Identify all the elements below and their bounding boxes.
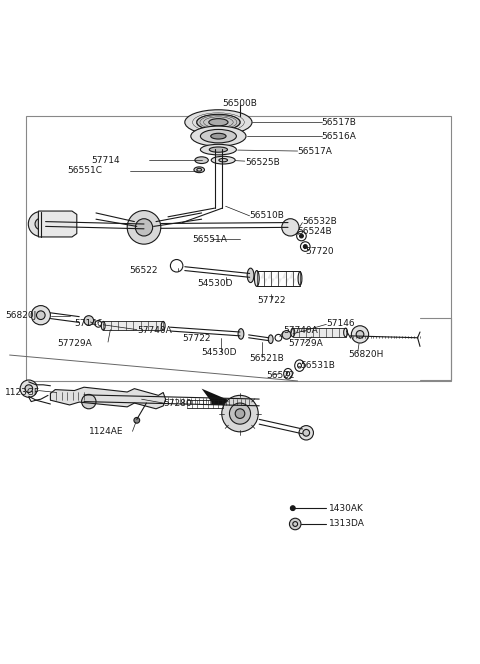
Circle shape (235, 409, 245, 418)
Circle shape (28, 212, 53, 236)
Text: 56551C: 56551C (67, 166, 102, 175)
Text: 56820J: 56820J (5, 311, 36, 320)
Polygon shape (202, 388, 240, 405)
Ellipse shape (194, 167, 204, 173)
Circle shape (289, 518, 301, 530)
Text: 56551A: 56551A (192, 235, 227, 244)
Text: 56820H: 56820H (348, 350, 384, 359)
Text: 56525B: 56525B (245, 157, 279, 167)
Circle shape (290, 506, 295, 511)
Ellipse shape (101, 321, 105, 330)
Text: 1124AE: 1124AE (89, 427, 123, 436)
Text: 57722: 57722 (182, 334, 211, 343)
Circle shape (282, 331, 291, 339)
Ellipse shape (209, 147, 228, 152)
Text: 56522: 56522 (266, 371, 295, 380)
Text: 57146: 57146 (74, 319, 103, 328)
Ellipse shape (201, 144, 236, 155)
Circle shape (35, 218, 47, 230)
Text: 57729A: 57729A (288, 339, 323, 349)
Text: 56517A: 56517A (298, 147, 333, 155)
Text: 56531B: 56531B (300, 361, 335, 370)
Circle shape (300, 234, 303, 238)
Circle shape (84, 315, 94, 325)
Text: 56521B: 56521B (250, 354, 284, 363)
Ellipse shape (238, 329, 244, 339)
Ellipse shape (197, 114, 240, 130)
Circle shape (303, 430, 310, 436)
Ellipse shape (254, 270, 259, 286)
Text: 56500B: 56500B (223, 98, 257, 108)
Text: 1430AK: 1430AK (329, 504, 364, 513)
Circle shape (282, 218, 299, 236)
Text: 1123GF: 1123GF (5, 388, 40, 398)
Circle shape (303, 244, 307, 248)
Ellipse shape (247, 268, 254, 283)
Circle shape (134, 418, 140, 423)
Text: 1313DA: 1313DA (329, 519, 365, 529)
Text: 56516A: 56516A (322, 131, 357, 141)
Ellipse shape (161, 321, 165, 330)
Text: 54530D: 54530D (197, 280, 232, 288)
Text: 54530D: 54530D (202, 348, 237, 357)
Ellipse shape (201, 129, 236, 143)
Circle shape (135, 218, 153, 236)
Text: 57280: 57280 (163, 398, 192, 408)
Text: 57714: 57714 (91, 155, 120, 165)
Ellipse shape (298, 272, 302, 286)
Polygon shape (103, 321, 163, 330)
Text: 56517B: 56517B (322, 118, 357, 127)
Polygon shape (38, 211, 77, 237)
Ellipse shape (195, 157, 208, 163)
Ellipse shape (211, 133, 226, 139)
Circle shape (25, 385, 33, 392)
Bar (26, 116, 451, 381)
Polygon shape (50, 387, 166, 409)
Circle shape (127, 210, 161, 244)
Polygon shape (293, 328, 346, 337)
Text: 57722: 57722 (257, 296, 285, 305)
Ellipse shape (191, 126, 246, 146)
Circle shape (20, 380, 37, 397)
Circle shape (229, 403, 251, 424)
Text: 57740A: 57740A (137, 326, 171, 335)
Ellipse shape (291, 328, 295, 337)
Circle shape (82, 394, 96, 409)
Ellipse shape (185, 110, 252, 135)
Ellipse shape (209, 119, 228, 126)
Ellipse shape (211, 156, 235, 164)
Text: 56522: 56522 (130, 266, 158, 275)
Text: 57720: 57720 (305, 247, 334, 256)
Ellipse shape (268, 335, 273, 343)
Text: 56524B: 56524B (298, 226, 332, 236)
Circle shape (31, 305, 50, 325)
Text: 56510B: 56510B (250, 211, 285, 220)
Circle shape (36, 311, 45, 319)
Ellipse shape (219, 159, 228, 162)
Polygon shape (257, 270, 300, 286)
Text: 57729A: 57729A (58, 339, 92, 348)
Circle shape (356, 331, 364, 338)
Text: 56532B: 56532B (302, 217, 337, 226)
Text: 57740A: 57740A (283, 326, 318, 335)
Circle shape (299, 426, 313, 440)
Circle shape (222, 395, 258, 432)
Circle shape (351, 326, 369, 343)
Ellipse shape (344, 328, 348, 337)
Text: 57146: 57146 (326, 319, 355, 328)
